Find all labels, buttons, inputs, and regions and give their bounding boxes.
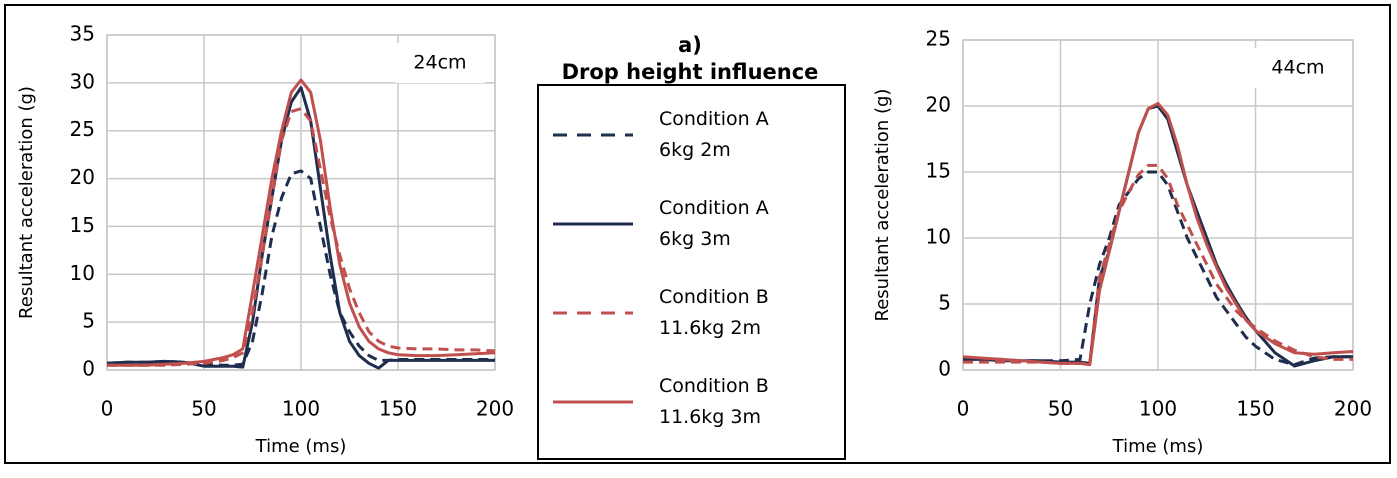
y-tick-label: 20 bbox=[70, 165, 95, 189]
y-tick-label: 10 bbox=[926, 225, 951, 249]
line-series bbox=[106, 86, 495, 370]
legend-swatch bbox=[553, 133, 633, 137]
x-tick-label: 50 bbox=[1048, 397, 1073, 421]
x-tick-label: 150 bbox=[1236, 397, 1274, 421]
y-tick-label: 5 bbox=[938, 291, 951, 315]
x-tick-label: 0 bbox=[101, 397, 114, 421]
y-tick-label: 30 bbox=[70, 69, 95, 93]
x-axis-label: Time (ms) bbox=[1112, 436, 1204, 457]
legend-entry: Condition A 6kg 2m bbox=[553, 104, 799, 166]
figure-border bbox=[4, 4, 1391, 464]
legend-entry: Condition B 11.6kg 3m bbox=[553, 371, 799, 433]
x-tick-label: 200 bbox=[476, 397, 514, 421]
y-tick-label: 35 bbox=[70, 22, 95, 46]
line-series bbox=[962, 101, 1354, 367]
y-axis-label: Resultant acceleration (g) bbox=[16, 86, 37, 319]
y-tick-label: 25 bbox=[70, 117, 95, 141]
annotation: 24cm bbox=[413, 52, 466, 74]
legend: Condition A 6kg 2m Condition A 6kg 3m Cond… bbox=[537, 84, 846, 460]
x-axis-label: Time (ms) bbox=[255, 436, 347, 457]
x-tick-label: 50 bbox=[191, 397, 216, 421]
line-series bbox=[107, 78, 496, 367]
y-tick-label: 5 bbox=[82, 309, 95, 333]
legend-swatch bbox=[553, 222, 633, 226]
y-tick-label: 0 bbox=[938, 357, 951, 381]
legend-label: Condition A 6kg 2m bbox=[659, 108, 769, 161]
x-tick-label: 100 bbox=[282, 397, 320, 421]
y-tick-label: 0 bbox=[82, 357, 95, 381]
y-tick-label: 15 bbox=[70, 213, 95, 237]
y-tick-label: 15 bbox=[926, 159, 951, 183]
annotation: 44cm bbox=[1271, 57, 1324, 79]
line-series bbox=[963, 170, 1353, 367]
line-series bbox=[963, 163, 1353, 365]
y-axis-label: Resultant acceleration (g) bbox=[872, 89, 893, 322]
annotation-box bbox=[1253, 48, 1343, 88]
legend-entry: Condition A 6kg 3m bbox=[553, 193, 799, 255]
y-tick-label: 25 bbox=[926, 27, 951, 51]
plot-border bbox=[106, 34, 496, 371]
x-tick-label: 100 bbox=[1139, 397, 1177, 421]
y-tick-label: 10 bbox=[70, 261, 95, 285]
x-tick-label: 150 bbox=[379, 397, 417, 421]
figure-title: a) bbox=[678, 33, 702, 57]
legend-swatch bbox=[553, 400, 633, 404]
legend-label: Condition B 11.6kg 2m bbox=[659, 286, 769, 339]
y-tick-label: 20 bbox=[926, 93, 951, 117]
line-series bbox=[107, 107, 496, 367]
legend-entry: Condition B 11.6kg 2m bbox=[553, 282, 799, 344]
figure-subtitle: Drop height influence bbox=[562, 60, 819, 84]
x-tick-label: 200 bbox=[1334, 397, 1372, 421]
legend-label: Condition A 6kg 3m bbox=[659, 197, 769, 250]
plot-border bbox=[962, 39, 1354, 371]
annotation-box bbox=[395, 43, 485, 83]
legend-label: Condition B 11.6kg 3m bbox=[659, 375, 769, 428]
x-tick-label: 0 bbox=[957, 397, 970, 421]
legend-swatch bbox=[553, 311, 633, 315]
